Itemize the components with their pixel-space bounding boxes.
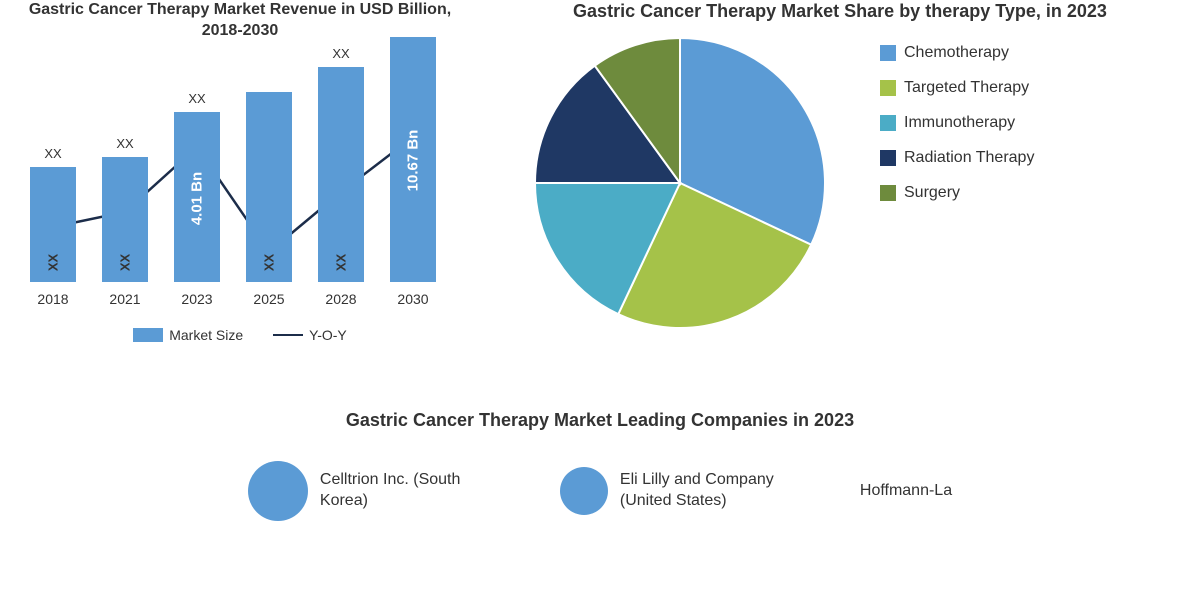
bar-x-label: 2018 [23,291,83,307]
company-label: Celltrion Inc. (South Korea) [320,470,500,512]
bar-xx-inside: XX [46,253,61,270]
pie-legend-item: Surgery [880,183,1034,204]
pie-chart-wrap: Chemotherapy Targeted Therapy Immunotherap… [500,33,1180,333]
legend-market-size: Market Size [133,327,243,343]
companies-title: Gastric Cancer Therapy Market Leading Co… [40,410,1160,431]
legend-bar-swatch [133,328,163,342]
legend-bar-label: Market Size [169,327,243,343]
bar-2025: XX [246,62,292,282]
legend-yoy: Y-O-Y [273,327,347,343]
companies-section: Gastric Cancer Therapy Market Leading Co… [0,400,1200,521]
pie-legend-swatch [880,80,896,96]
pie-legend-label: Chemotherapy [904,43,1009,64]
bar-xx-top: XX [44,146,61,161]
company-bubble-icon [560,467,608,515]
legend-line-label: Y-O-Y [309,327,347,343]
bar-chart: Gastric Cancer Therapy Market Revenue in… [0,0,480,400]
bar-x-label: 2021 [95,291,155,307]
pie-legend-swatch [880,45,896,61]
pie-svg [500,33,860,333]
bar-value: 4.01 Bn [189,171,206,224]
pie-chart-title: Gastric Cancer Therapy Market Share by t… [500,0,1180,23]
pie-legend-label: Targeted Therapy [904,78,1029,99]
bar-rect [318,67,364,282]
pie-legend-item: Chemotherapy [880,43,1034,64]
pie-legend-label: Surgery [904,183,960,204]
bar-2028: XX XX [318,37,364,282]
company-label: Hoffmann-La [860,481,952,502]
bar-xx-top: XX [188,91,205,106]
bar-chart-plot: XX XX 2018 XX XX 2021 4.01 Bn XX 2023 XX 2025 XX XX 2… [20,52,460,312]
bar-2018: XX XX [30,137,76,282]
pie-legend-item: Immunotherapy [880,113,1034,134]
pie-chart: Gastric Cancer Therapy Market Share by t… [480,0,1200,400]
pie-legend-label: Radiation Therapy [904,148,1034,169]
pie-svg-wrap [500,33,860,333]
bar-2021: XX XX [102,127,148,282]
legend-line-swatch [273,334,303,336]
bar-chart-legend: Market Size Y-O-Y [20,327,460,343]
company-item: Eli Lilly and Company (United States) [560,467,800,515]
company-item: Hoffmann-La [860,481,952,502]
bar-xx-top: XX [116,136,133,151]
top-section: Gastric Cancer Therapy Market Revenue in… [0,0,1200,400]
bar-xx-inside: XX [118,253,133,270]
pie-legend-item: Radiation Therapy [880,148,1034,169]
company-item: Celltrion Inc. (South Korea) [248,461,500,521]
pie-chart-legend: Chemotherapy Targeted Therapy Immunotherap… [880,33,1034,203]
company-bubble-icon [248,461,308,521]
pie-legend-swatch [880,115,896,131]
bar-xx-inside: XX [262,253,277,270]
companies-row: Celltrion Inc. (South Korea) Eli Lilly an… [40,461,1160,521]
bar-x-label: 2030 [383,291,443,307]
bar-2030: 10.67 Bn [390,7,436,282]
bar-xx-inside: XX [334,253,349,270]
company-label: Eli Lilly and Company (United States) [620,470,800,512]
bar-x-label: 2023 [167,291,227,307]
pie-legend-swatch [880,150,896,166]
bar-x-label: 2025 [239,291,299,307]
pie-legend-item: Targeted Therapy [880,78,1034,99]
bar-x-label: 2028 [311,291,371,307]
bar-2023: 4.01 Bn XX [174,82,220,282]
pie-legend-swatch [880,185,896,201]
bar-xx-top: XX [332,46,349,61]
pie-legend-label: Immunotherapy [904,113,1015,134]
bar-value: 10.67 Bn [405,130,422,192]
